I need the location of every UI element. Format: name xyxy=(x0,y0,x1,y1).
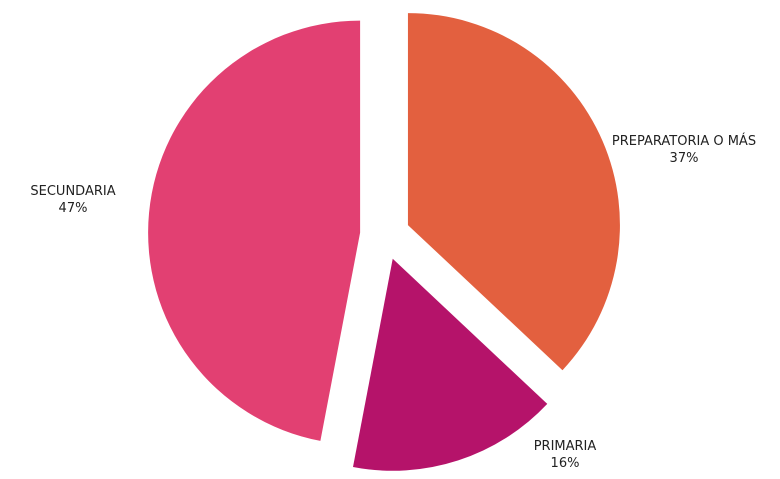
category-name: PREPARATORIA O MÁS xyxy=(611,134,757,149)
percent-label: 37% xyxy=(669,151,699,166)
category-name: PRIMARIA xyxy=(533,439,597,454)
category-name: SECUNDARIA xyxy=(30,184,116,199)
percent-label: 47% xyxy=(58,201,88,216)
pie-slice xyxy=(407,13,620,371)
slice-label: SECUNDARIA 47% xyxy=(13,183,133,217)
pie-slice xyxy=(148,20,361,441)
percent-label: 16% xyxy=(550,456,580,471)
pie-slice xyxy=(353,258,548,471)
slice-label: PREPARATORIA O MÁS 37% xyxy=(609,133,759,167)
slice-label: PRIMARIA 16% xyxy=(515,438,615,472)
